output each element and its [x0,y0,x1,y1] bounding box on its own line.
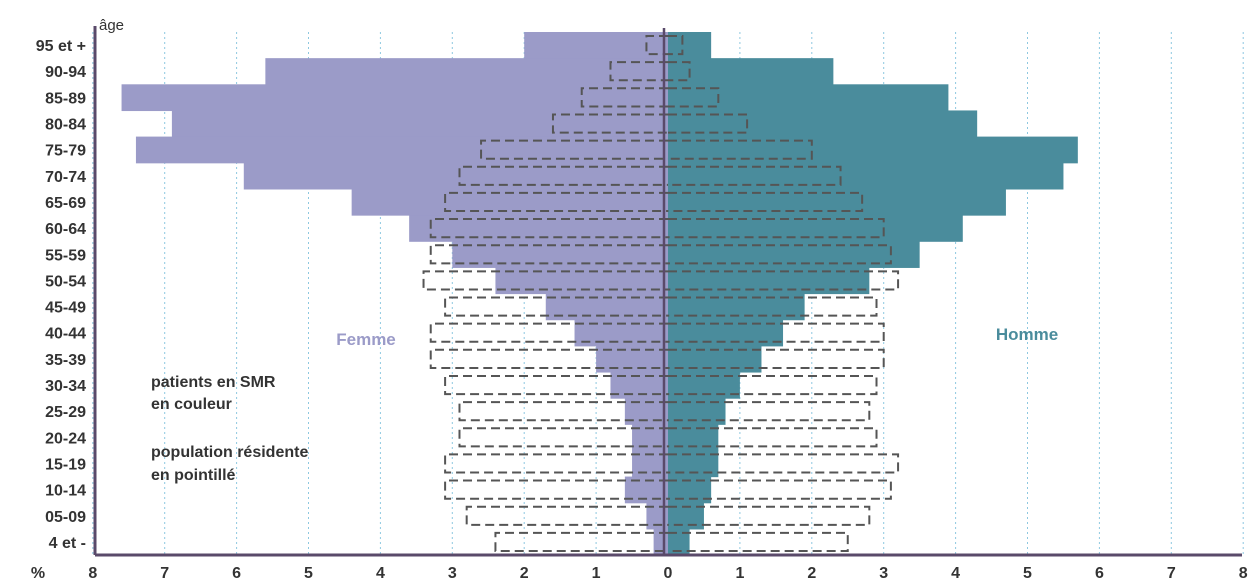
x-axis-unit: % [31,565,45,582]
resident-outline [458,165,842,186]
resident-outline [444,374,878,396]
femme-bar [121,84,668,112]
resident-outline [465,505,871,526]
x-tick-label: 4 [376,565,385,582]
age-label: 70-74 [45,169,86,186]
femme-bar [646,502,668,530]
homme-label: Homme [996,325,1058,344]
age-label: 35-39 [45,352,86,369]
age-label: 65-69 [45,195,86,212]
resident-outline [458,427,878,448]
x-tick-label: 8 [1239,565,1248,582]
resident-outline [551,113,749,134]
homme-bar [668,110,978,138]
x-tick-label: 7 [1167,565,1176,582]
resident-outline [480,139,813,160]
age-label: 75-79 [45,143,86,160]
x-tick-label: 3 [448,565,457,582]
x-tick-label: 5 [1023,565,1032,582]
femme-bar [524,32,668,59]
resident-outline [429,348,885,369]
x-tick-label: 6 [1095,565,1104,582]
x-tick-label: 0 [664,565,673,582]
resident-outline [580,87,720,108]
age-label: 30-34 [45,378,86,395]
age-label: 4 et - [49,535,86,552]
x-tick-label: 4 [951,565,960,582]
bars [121,32,1078,556]
age-label: 55-59 [45,247,86,264]
resident-outline [422,270,900,291]
homme-bar [668,58,834,85]
age-label: 10-14 [45,483,86,500]
y-axis-title: âge [99,17,124,34]
age-label: 45-49 [45,300,86,317]
x-tick-label: 3 [879,565,888,582]
age-label: 25-29 [45,404,86,421]
age-label: 85-89 [45,90,86,107]
age-label: 40-44 [45,326,86,343]
age-label: 80-84 [45,117,86,134]
x-tick-label: 1 [735,565,744,582]
age-label: 20-24 [45,430,86,447]
x-tick-label: 1 [592,565,601,582]
resident-outline [429,218,885,239]
x-tick-label: 8 [88,565,97,582]
homme-bar [668,136,1078,164]
resident-outline [444,479,892,500]
resident-population-outline [422,35,900,552]
resident-outline [429,244,892,265]
resident-outline [609,61,691,82]
age-label: 05-09 [45,509,86,526]
axes [93,26,1242,557]
x-tick-label: 2 [807,565,816,582]
resident-outline [645,35,684,56]
legend-filled-line2: en couleur [151,396,232,413]
age-label: 90-94 [45,64,86,81]
age-label: 15-19 [45,456,86,473]
x-tick-label: 6 [232,565,241,582]
femme-label: Femme [336,330,396,349]
legend-filled-line1: patients en SMR [151,374,276,391]
resident-outline [444,191,864,213]
x-tick-labels: 8 7 6 5 4 3 2 1 0 1 2 3 4 5 6 7 8 [88,565,1247,582]
x-tick-label: 2 [520,565,529,582]
age-label: 60-64 [45,221,86,238]
legend-dashed-line2: en pointillé [151,467,236,484]
resident-outline [458,401,871,422]
x-tick-label: 7 [160,565,169,582]
age-labels: 95 et + 90-94 85-89 80-84 75-79 70-74 65-69 60-… [36,38,86,552]
resident-outline [444,296,878,317]
age-label: 50-54 [45,273,86,290]
homme-bar [668,528,690,556]
x-tick-label: 5 [304,565,313,582]
femme-bar [265,58,668,85]
legend-dashed-line1: population résidente [151,444,308,461]
resident-outline [429,322,885,343]
resident-outline [494,531,849,552]
resident-outline [444,453,900,474]
age-label: 95 et + [36,38,86,55]
femme-bar [171,110,668,138]
